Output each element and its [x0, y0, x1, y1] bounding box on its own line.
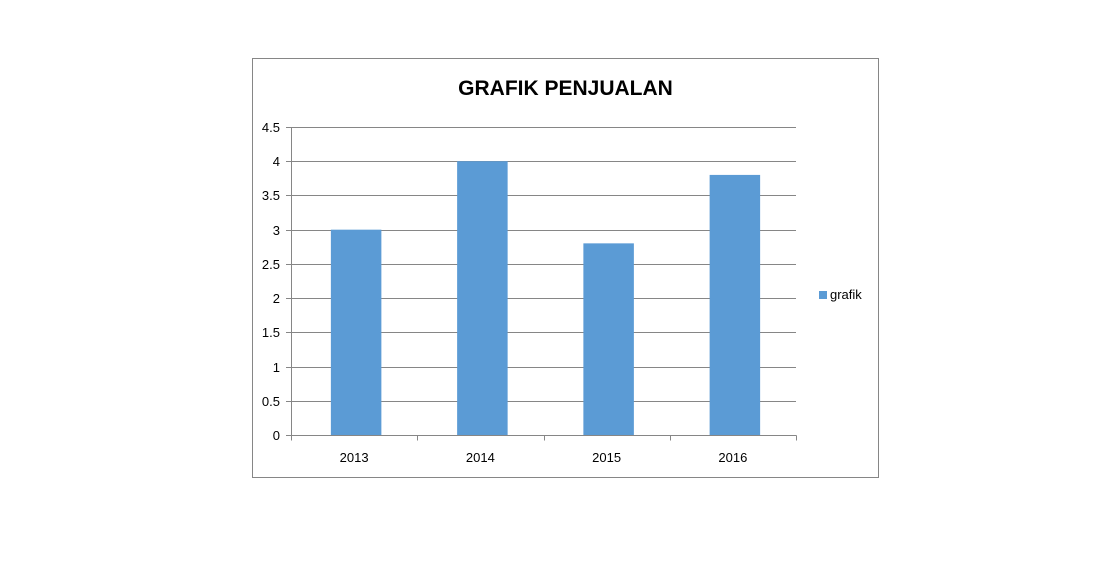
y-tick-label: 3 — [273, 223, 280, 238]
x-tick-label: 2013 — [340, 450, 369, 465]
y-tick-label: 0 — [273, 428, 280, 443]
chart-plot: 0 0.5 1 1.5 2 2.5 3 3.5 4 4.5 2013 2014 2015 2016 — [262, 120, 797, 465]
chart-title: GRAFIK PENJUALAN — [458, 77, 673, 100]
x-tick-label: 2016 — [718, 450, 747, 465]
chart-frame: GRAFIK PENJUALAN 0 0.5 1 1.5 2 2.5 3 3.5 4 4.5 201… — [252, 58, 879, 478]
bar-2014 — [457, 161, 508, 435]
y-tick-label: 4.5 — [262, 120, 280, 135]
y-tick-label: 1 — [273, 360, 280, 375]
legend-label: grafik — [830, 287, 862, 302]
y-tick-label: 4 — [273, 154, 280, 169]
x-tick-label: 2015 — [592, 450, 621, 465]
bar-2013 — [330, 229, 382, 435]
y-tick-label: 2 — [273, 291, 280, 306]
y-tick-label: 0.5 — [262, 394, 280, 409]
bar-2015 — [583, 243, 634, 435]
x-tick-label: 2014 — [466, 450, 495, 465]
y-tick-label: 1.5 — [262, 325, 280, 340]
legend-swatch — [819, 290, 827, 299]
y-tick-label: 3.5 — [262, 188, 280, 203]
bar-2016 — [709, 174, 761, 435]
legend: grafik — [819, 288, 862, 301]
y-tick-label: 2.5 — [262, 257, 280, 272]
